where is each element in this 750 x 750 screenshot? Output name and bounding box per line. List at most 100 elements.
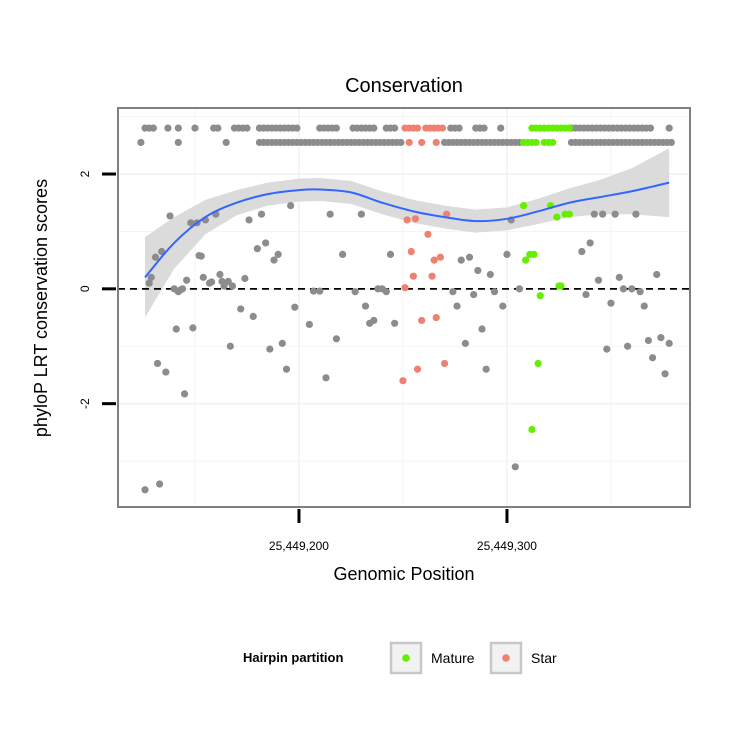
data-point — [245, 216, 253, 224]
data-point — [386, 250, 395, 258]
y-tick-label: 2 — [78, 170, 92, 177]
y-axis: -2 0 2 — [78, 170, 116, 409]
data-point — [474, 266, 482, 275]
x-axis: 25,449,200 25,449,300 — [269, 509, 537, 553]
data-point — [309, 287, 318, 295]
data-point — [486, 270, 494, 279]
data-point — [241, 274, 249, 283]
top-band-point — [480, 124, 488, 132]
data-point-star — [413, 365, 422, 373]
data-point — [228, 282, 236, 290]
data-point — [640, 302, 648, 310]
top-band-point — [149, 124, 157, 132]
data-point — [582, 290, 590, 299]
legend-key-star — [502, 654, 510, 662]
data-point — [145, 279, 153, 287]
data-point — [382, 288, 390, 296]
data-point — [457, 256, 465, 264]
data-point — [661, 370, 669, 378]
data-point — [391, 319, 399, 327]
top-band-star-point — [405, 138, 413, 147]
panel-background — [118, 108, 690, 507]
data-point-mature — [565, 210, 573, 218]
data-point — [220, 282, 228, 290]
data-point — [665, 339, 673, 347]
data-point — [291, 303, 299, 311]
smooth-line-layer — [144, 181, 670, 279]
data-point — [644, 336, 653, 345]
confidence-ribbon-layer — [145, 148, 670, 318]
data-point — [594, 276, 603, 284]
data-point-mature — [534, 359, 542, 368]
data-point — [253, 245, 261, 253]
data-point — [603, 345, 611, 353]
x-axis-title: Genomic Position — [333, 564, 474, 584]
data-point — [515, 285, 524, 293]
top-band-point — [243, 124, 251, 132]
data-point — [586, 239, 594, 247]
top-band-point — [332, 124, 340, 132]
y-axis-title: phyloP LRT conservation scores — [31, 179, 51, 437]
legend-title: Hairpin partition — [243, 650, 343, 665]
data-point — [611, 210, 619, 218]
data-point-star — [401, 284, 409, 292]
legend-label-mature: Mature — [431, 650, 475, 666]
data-point — [270, 256, 278, 264]
smooth-trend-line — [144, 181, 670, 279]
top-band-star-point — [418, 138, 426, 147]
top-band-point — [214, 124, 222, 132]
data-point-mature — [553, 213, 561, 221]
data-point-mature — [557, 282, 565, 290]
data-point-mature — [520, 201, 528, 210]
top-band-point — [137, 138, 145, 147]
data-point-star — [424, 230, 432, 238]
data-point — [636, 288, 644, 296]
top-band-point — [665, 124, 673, 132]
data-point — [162, 368, 170, 376]
data-point — [305, 320, 313, 329]
data-point-star — [403, 216, 411, 224]
data-point — [619, 285, 628, 293]
data-point — [257, 210, 266, 218]
data-point — [141, 486, 149, 494]
top-band-point — [646, 124, 655, 132]
data-point — [199, 273, 207, 281]
data-point — [178, 285, 187, 293]
confidence-ribbon — [145, 148, 670, 318]
data-point — [632, 210, 640, 218]
data-point — [599, 210, 607, 218]
data-point — [153, 359, 162, 368]
data-point — [370, 316, 378, 325]
data-point-mature — [530, 250, 538, 258]
data-point — [511, 463, 519, 471]
data-point — [607, 299, 615, 307]
data-point — [357, 210, 365, 218]
top-band-point — [667, 138, 675, 147]
top-band-point — [455, 124, 463, 132]
data-point-star — [407, 247, 415, 256]
data-point — [278, 339, 286, 347]
data-point — [653, 270, 661, 279]
data-point — [482, 365, 490, 373]
legend-label-star: Star — [531, 650, 557, 666]
top-band-star-point — [413, 124, 422, 132]
top-band-mature-point — [565, 124, 573, 132]
data-point — [648, 354, 657, 362]
data-point — [183, 276, 191, 284]
data-point — [322, 374, 330, 382]
data-point — [262, 239, 270, 247]
top-band-mature-point — [532, 138, 540, 147]
data-point — [590, 210, 598, 218]
data-point — [208, 278, 216, 286]
top-band-star-point — [438, 124, 447, 132]
data-point — [287, 201, 295, 210]
legend-entries: Mature Star — [389, 641, 557, 675]
data-point-star — [432, 313, 440, 322]
data-point — [499, 302, 507, 310]
data-point — [172, 325, 180, 333]
top-band-star-point — [432, 138, 440, 147]
data-point — [226, 342, 234, 350]
data-point — [189, 324, 197, 332]
data-point — [147, 273, 155, 281]
